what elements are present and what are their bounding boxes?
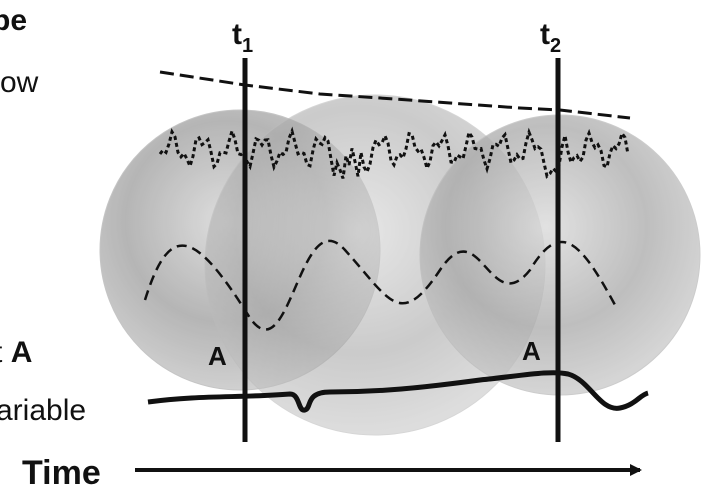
cycle-line (143, 239, 617, 331)
marker-label: t2 (540, 18, 561, 57)
noise-line (158, 126, 630, 179)
point-label: A (208, 341, 227, 371)
title-fragment: pe (0, 4, 27, 37)
axis-label: Time (22, 454, 101, 492)
left-label: ariable (0, 394, 86, 427)
point-label: A (522, 336, 541, 366)
left-label: t A (0, 336, 32, 369)
left-label: ow (0, 66, 39, 99)
marker-label: t1 (232, 18, 253, 57)
variable-line (147, 370, 649, 413)
